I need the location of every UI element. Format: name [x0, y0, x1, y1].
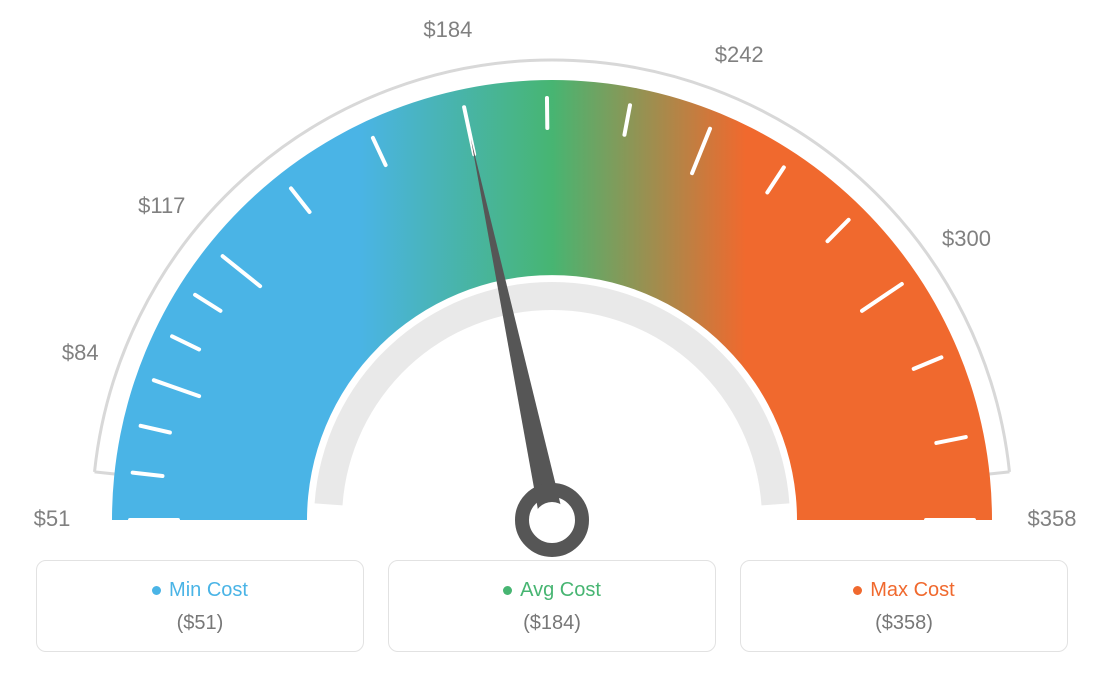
- legend-dot-min: [152, 586, 161, 595]
- legend-title-max: Max Cost: [870, 579, 954, 602]
- legend-row: Min Cost ($51) Avg Cost ($184) Max Cost …: [0, 560, 1104, 672]
- legend-card-max: Max Cost ($358): [740, 560, 1068, 652]
- svg-text:$51: $51: [34, 506, 71, 531]
- gauge-chart: $51 $84 $117 $184 $242 $300 $358: [0, 0, 1104, 560]
- svg-text:$300: $300: [942, 226, 991, 251]
- svg-text:$242: $242: [715, 42, 764, 67]
- legend-title-avg: Avg Cost: [520, 579, 601, 602]
- legend-value-min: ($51): [47, 612, 353, 635]
- svg-text:$358: $358: [1028, 506, 1077, 531]
- legend-dot-avg: [503, 586, 512, 595]
- legend-value-avg: ($184): [399, 612, 705, 635]
- svg-text:$84: $84: [62, 340, 99, 365]
- legend-card-min: Min Cost ($51): [36, 560, 364, 652]
- svg-text:$184: $184: [423, 17, 472, 42]
- svg-text:$117: $117: [138, 193, 185, 218]
- legend-title-min: Min Cost: [169, 579, 248, 602]
- legend-value-max: ($358): [751, 612, 1057, 635]
- legend-card-avg: Avg Cost ($184): [388, 560, 716, 652]
- legend-dot-max: [853, 586, 862, 595]
